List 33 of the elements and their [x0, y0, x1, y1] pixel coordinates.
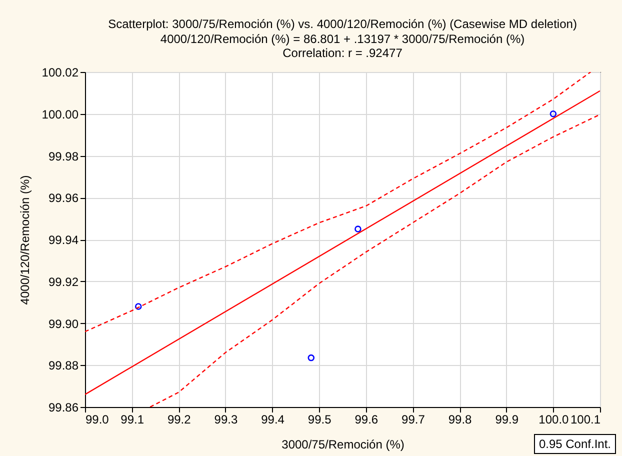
point: [134, 303, 142, 310]
line-series: [149, 114, 600, 407]
y-tick-label: 100.02: [42, 66, 79, 80]
x-tick-label: 99.0: [86, 412, 110, 426]
y-tick-label: 99.98: [48, 149, 79, 164]
y-tick-label: 99.90: [48, 316, 79, 331]
x-tick-label: 99.8: [448, 412, 472, 426]
y-axis-title: 4000/120/Remoción (%): [18, 175, 32, 305]
x-axis-title: 3000/75/Remoción (%): [282, 438, 404, 452]
x-tick-label: 99.3: [214, 412, 238, 426]
x-tick-label: 100.0: [538, 412, 570, 426]
chart-subtitle: 4000/120/Remoción (%) = 86.801 + .13197 * 3000/75/Remoción (%): [160, 32, 525, 46]
x-tick-label: 99.2: [167, 412, 192, 426]
x-tick-label: 99.5: [308, 412, 332, 426]
y-tick-label: 100.00: [42, 107, 79, 122]
x-tick-label: 99.9: [495, 412, 519, 426]
point: [550, 110, 557, 118]
point: [308, 354, 315, 362]
line-series: [85, 72, 592, 332]
text: Correlation: r = .92477: [282, 46, 403, 60]
chart-title: Scatterplot: 3000/75/Remoción (%) vs. 4000/120/Remoción (%) (Casewise MD deletion): [108, 17, 577, 31]
y-tick-label: 99.94: [48, 233, 79, 247]
y-tick-label: 99.88: [48, 358, 79, 373]
y-tick-label: 99.96: [48, 191, 79, 206]
x-tick-label: 99.6: [354, 412, 378, 426]
x-tick-label: 99.7: [402, 412, 426, 426]
point: [354, 226, 362, 232]
x-tick-label: 99.1: [120, 412, 144, 426]
text: 0.95 Conf.Int.: [534, 434, 616, 454]
x-tick-label: 99.4: [261, 412, 285, 426]
y-tick-label: 99.86: [48, 400, 79, 414]
y-tick-label: 99.92: [48, 274, 79, 289]
x-tick-label: 100.1: [570, 412, 601, 426]
